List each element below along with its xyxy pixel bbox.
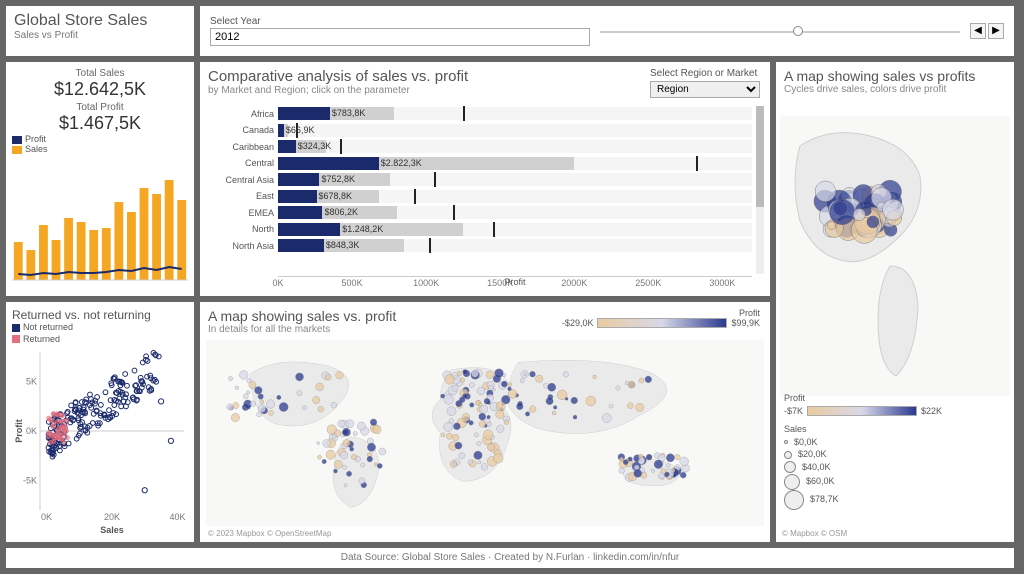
scatter-chart[interactable]: -5K 0K 5K 0K 20K 40K Sales Profit [12,348,188,536]
kpi-panel: Total Sales $12.642,5K Total Profit $1.4… [6,62,194,296]
map-right-subtitle: Cycles drive sales, colors drive profit [784,84,1006,95]
bar-row[interactable]: North Asia $848,3K [208,238,752,253]
scatter-legend: Not returned Returned [12,322,188,345]
prev-button[interactable]: ◀ [970,23,986,39]
svg-text:20K: 20K [104,512,120,522]
map-right-panel: A map showing sales vs profits Cycles dr… [776,62,1014,542]
kpi-legend: Profit Sales [12,134,48,154]
header-controls-panel: Select Year ◀ ▶ [200,6,1014,56]
svg-text:Sales: Sales [100,525,124,535]
total-profit-label: Total Profit [14,102,186,113]
bar-row[interactable]: Central $2.822,3K [208,156,752,171]
map-right-legend: Profit -$7K $22K Sales $0,0K$20,0K$40,0K… [784,392,942,510]
dashboard-title: Global Store Sales [14,12,186,30]
map-right-title: A map showing sales vs profits [784,68,1006,84]
total-sales-value: $12.642,5K [14,79,186,100]
footer: Data Source: Global Store Sales · Create… [6,548,1014,568]
kpi-mini-chart [12,175,188,290]
svg-text:Profit: Profit [14,419,24,443]
bar-row[interactable]: Africa $783,8K [208,106,752,121]
svg-text:40K: 40K [169,512,185,522]
map-big-attribution: © 2023 Mapbox © OpenStreetMap [208,529,331,538]
scatter-title: Returned vs. not returning [12,308,188,322]
map-big-chart[interactable] [206,340,764,526]
bar-row[interactable]: EMEA $806,2K [208,205,752,220]
footer-text: Data Source: Global Store Sales · Create… [341,552,680,563]
header-title-panel: Global Store Sales Sales vs Profit [6,6,194,56]
bar-row[interactable]: East $678,8K [208,189,752,204]
bar-row[interactable]: Central Asia $752,8K [208,172,752,187]
dashboard-subtitle: Sales vs Profit [14,30,186,41]
year-slider[interactable] [600,21,960,41]
map-big-profit-legend: Profit -$29,0K $99,9K [562,308,760,328]
scatter-panel: Returned vs. not returning Not returned … [6,302,194,542]
next-button[interactable]: ▶ [988,23,1004,39]
comparative-scrollbar[interactable] [756,106,764,274]
year-selector-label: Select Year [210,16,590,27]
comparative-panel: Comparative analysis of sales vs. profit… [200,62,770,296]
region-selector[interactable]: Region [650,81,760,98]
bar-row[interactable]: North $1.248,2K [208,222,752,237]
svg-text:5K: 5K [26,377,37,387]
svg-text:0K: 0K [26,426,37,436]
total-sales-label: Total Sales [14,68,186,79]
svg-text:-5K: -5K [23,475,37,485]
bar-row[interactable]: Canada $66,9K [208,123,752,138]
total-profit-value: $1.467,5K [14,113,186,134]
year-input[interactable] [210,28,590,46]
map-right-attribution: © Mapbox © OSM [782,529,847,538]
region-selector-label: Select Region or Market [650,68,760,79]
bar-row[interactable]: Caribbean $324,3K [208,139,752,154]
map-right-chart[interactable] [780,116,1010,396]
svg-text:0K: 0K [41,512,52,522]
map-big-panel: A map showing sales vs. profit In detail… [200,302,770,542]
